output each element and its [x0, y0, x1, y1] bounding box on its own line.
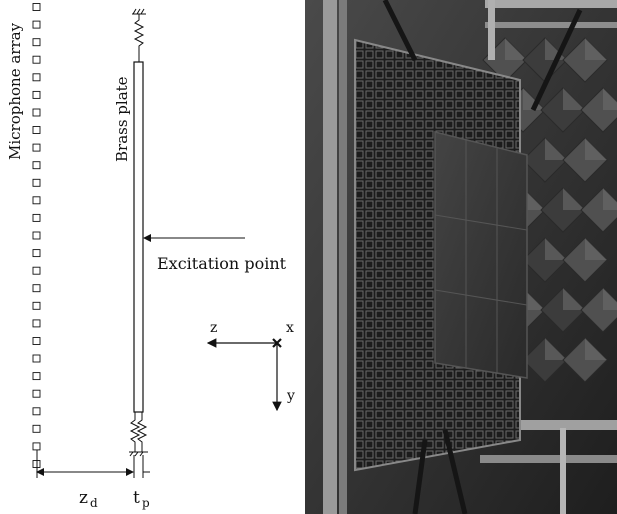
acoustic-wedge-highlight — [545, 138, 567, 160]
dimension-zd-label: z d — [79, 488, 98, 510]
microphone — [32, 424, 41, 433]
microphone — [32, 266, 41, 275]
microphone-array-label: Microphone array — [6, 22, 24, 160]
bottom-spring-icon — [129, 412, 148, 457]
microphone — [32, 108, 41, 117]
acoustic-wedge-highlight — [603, 188, 617, 210]
axis-z-label: z — [210, 320, 217, 336]
microphone — [32, 213, 41, 222]
dimension-lines — [36, 450, 150, 478]
excitation-point-label: Excitation point — [157, 254, 287, 273]
axis-y-label: y — [286, 388, 295, 404]
acoustic-wedge-highlight — [563, 88, 585, 110]
microphone — [32, 38, 41, 47]
microphone — [32, 337, 41, 345]
brass-plate-photo — [434, 131, 528, 379]
microphone — [32, 90, 41, 99]
microphone — [32, 178, 41, 187]
experimental-setup-photo — [305, 0, 617, 514]
dimension-tp-label: t p — [133, 488, 150, 510]
microphone — [32, 372, 41, 381]
svg-text:z: z — [79, 488, 88, 508]
svg-text:p: p — [142, 496, 150, 510]
acoustic-wedge-highlight — [563, 188, 585, 210]
microphone — [32, 442, 41, 451]
microphone — [32, 354, 41, 363]
microphone — [32, 20, 41, 29]
microphone — [32, 143, 41, 152]
acoustic-wedge-highlight — [545, 238, 567, 260]
plate-panel-grid — [434, 140, 528, 373]
microphone — [32, 161, 41, 170]
microphone — [32, 231, 41, 240]
microphone — [32, 249, 41, 258]
svg-text:d: d — [90, 496, 98, 510]
microphone-array — [32, 3, 41, 468]
acoustic-wedge-highlight — [603, 88, 617, 110]
axis-x-label: x — [286, 320, 294, 336]
acoustic-wedge-highlight — [585, 338, 607, 360]
microphone — [32, 284, 41, 293]
microphone — [32, 389, 41, 398]
brass-plate — [133, 61, 144, 413]
microphone — [32, 301, 41, 310]
acoustic-wedge-highlight — [585, 38, 607, 60]
coordinate-axes: z x y — [206, 320, 295, 412]
microphone — [32, 407, 41, 416]
microphone — [32, 3, 41, 11]
acoustic-wedge-highlight — [585, 238, 607, 260]
microphone — [32, 73, 41, 82]
acoustic-wedge-highlight — [505, 38, 527, 60]
metal-frame — [323, 0, 617, 514]
microphone — [32, 126, 41, 134]
acoustic-wedge-highlight — [585, 138, 607, 160]
microphone — [32, 55, 41, 64]
acoustic-wedge-highlight — [545, 338, 567, 360]
support-cables — [382, 0, 583, 514]
x-axis-out-of-page-icon — [272, 338, 282, 348]
acoustic-wedge-highlight — [523, 188, 545, 210]
acoustic-wedge-highlight — [563, 288, 585, 310]
acoustic-wedge-highlight — [603, 288, 617, 310]
svg-text:t: t — [133, 488, 140, 508]
acoustic-wedge-highlight — [523, 288, 545, 310]
brass-plate-label: Brass plate — [113, 76, 131, 162]
microphone — [32, 196, 41, 205]
microphone — [32, 319, 41, 328]
top-spring-icon — [132, 8, 146, 62]
acoustic-wedge-highlight — [523, 88, 545, 110]
setup-diagram: Microphone array Brass plate Excitation … — [6, 3, 295, 510]
